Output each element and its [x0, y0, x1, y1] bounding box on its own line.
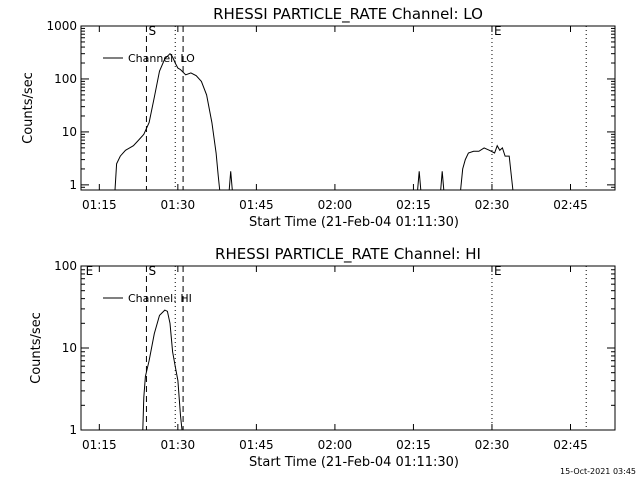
series-line: [228, 171, 233, 191]
y-tick-label: 10: [62, 125, 77, 139]
footer-timestamp: 15-Oct-2021 03:45: [560, 467, 636, 476]
chart-title: RHESSI PARTICLE_RATE Channel: HI: [215, 245, 481, 264]
y-axis-label: Counts/sec: [21, 72, 36, 144]
x-tick-label: 01:30: [161, 438, 196, 452]
legend-label: Channel: LO: [128, 52, 195, 65]
x-tick-label: 01:15: [82, 438, 117, 452]
x-tick-label: 02:00: [318, 198, 353, 212]
x-tick-label: 02:45: [553, 438, 588, 452]
series-line: [114, 52, 221, 191]
x-axis-label: Start Time (21-Feb-04 01:11:30): [249, 215, 459, 230]
legend-label: Channel: HI: [128, 292, 192, 305]
y-tick-label: 10: [62, 341, 77, 355]
y-tick-label: 1: [69, 423, 77, 437]
y-tick-label: 1000: [46, 19, 77, 33]
event-marker-label: E: [494, 24, 502, 38]
x-axis-label: Start Time (21-Feb-04 01:11:30): [249, 455, 459, 470]
x-tick-label: 02:15: [396, 438, 431, 452]
x-tick-label: 02:30: [475, 438, 510, 452]
series-line: [142, 309, 183, 431]
x-tick-label: 02:45: [553, 198, 588, 212]
y-tick-label: 100: [54, 72, 77, 86]
x-tick-label: 02:00: [318, 438, 353, 452]
y-axis-label: Counts/sec: [29, 312, 44, 384]
x-tick-label: 01:45: [239, 438, 274, 452]
y-tick-label: 1: [69, 178, 77, 192]
event-marker-label: S: [148, 264, 156, 278]
x-tick-label: 01:45: [239, 198, 274, 212]
event-marker-label: E: [494, 264, 502, 278]
x-tick-label: 02:30: [475, 198, 510, 212]
event-marker-label: E: [86, 264, 94, 278]
x-tick-label: 01:30: [161, 198, 196, 212]
panel-2: RHESSI PARTICLE_RATE Channel: HI Start Ti…: [29, 245, 616, 470]
y-tick-label: 100: [54, 259, 77, 273]
event-marker-label: S: [148, 24, 156, 38]
plot-frame: [80, 265, 616, 431]
panel-1: RHESSI PARTICLE_RATE Channel: LO Start Ti…: [21, 5, 616, 230]
plot-frame: [80, 25, 616, 191]
series-line: [417, 171, 422, 191]
series-line: [460, 144, 514, 191]
chart-title: RHESSI PARTICLE_RATE Channel: LO: [213, 5, 483, 24]
x-tick-label: 02:15: [396, 198, 431, 212]
series-line: [440, 171, 445, 191]
x-tick-label: 01:15: [82, 198, 117, 212]
